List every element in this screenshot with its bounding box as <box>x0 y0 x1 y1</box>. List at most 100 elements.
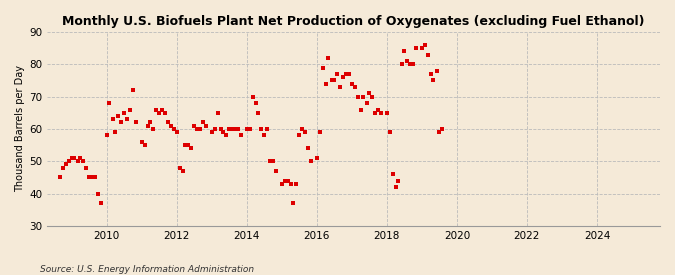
Point <box>78 159 88 163</box>
Point <box>425 72 436 76</box>
Point <box>416 46 427 50</box>
Point <box>81 166 92 170</box>
Point <box>233 127 244 131</box>
Point <box>367 94 377 99</box>
Point <box>402 59 412 63</box>
Point <box>171 130 182 134</box>
Point <box>66 156 77 160</box>
Point <box>192 127 202 131</box>
Point <box>285 182 296 186</box>
Point <box>72 159 83 163</box>
Y-axis label: Thousand Barrels per Day: Thousand Barrels per Day <box>15 65 25 192</box>
Point <box>125 107 136 112</box>
Point <box>344 72 354 76</box>
Point <box>90 175 101 180</box>
Point <box>63 159 74 163</box>
Point <box>323 56 333 60</box>
Point <box>84 175 95 180</box>
Point <box>247 94 258 99</box>
Point <box>431 68 442 73</box>
Point <box>236 133 246 138</box>
Point <box>157 107 167 112</box>
Point <box>178 169 188 173</box>
Point <box>306 159 317 163</box>
Point <box>169 127 180 131</box>
Point <box>399 49 410 54</box>
Point <box>244 127 255 131</box>
Point <box>291 182 302 186</box>
Point <box>326 78 337 82</box>
Point <box>320 81 331 86</box>
Point <box>358 94 369 99</box>
Point <box>128 88 138 92</box>
Point <box>434 130 445 134</box>
Point <box>396 62 407 67</box>
Point <box>311 156 322 160</box>
Point <box>294 133 304 138</box>
Point <box>183 143 194 147</box>
Point <box>375 111 386 115</box>
Point <box>154 111 165 115</box>
Point <box>381 111 392 115</box>
Point <box>230 127 240 131</box>
Point <box>317 65 328 70</box>
Point <box>267 159 278 163</box>
Point <box>55 175 65 180</box>
Point <box>116 120 127 125</box>
Point <box>207 130 217 134</box>
Point <box>200 123 211 128</box>
Point <box>75 156 86 160</box>
Point <box>437 127 448 131</box>
Point <box>329 78 340 82</box>
Point <box>119 111 130 115</box>
Point <box>60 162 71 167</box>
Point <box>227 127 238 131</box>
Point <box>107 117 118 122</box>
Point <box>256 127 267 131</box>
Point <box>151 107 162 112</box>
Point <box>340 72 351 76</box>
Point <box>145 120 156 125</box>
Point <box>297 127 308 131</box>
Point <box>262 127 273 131</box>
Point <box>95 201 106 205</box>
Point <box>282 178 293 183</box>
Point <box>209 127 220 131</box>
Point <box>148 127 159 131</box>
Point <box>160 111 171 115</box>
Point <box>139 143 150 147</box>
Point <box>69 156 80 160</box>
Point <box>276 182 287 186</box>
Point <box>271 169 281 173</box>
Point <box>122 117 132 122</box>
Point <box>92 191 103 196</box>
Point <box>186 146 197 150</box>
Point <box>142 123 153 128</box>
Point <box>393 178 404 183</box>
Point <box>335 85 346 89</box>
Point <box>364 91 375 95</box>
Point <box>408 62 418 67</box>
Point <box>110 130 121 134</box>
Point <box>104 101 115 105</box>
Point <box>174 166 185 170</box>
Point <box>259 133 270 138</box>
Point <box>221 133 232 138</box>
Point <box>213 111 223 115</box>
Point <box>419 43 430 47</box>
Point <box>346 81 357 86</box>
Point <box>331 72 342 76</box>
Point <box>218 130 229 134</box>
Point <box>373 107 383 112</box>
Point <box>224 127 235 131</box>
Point <box>423 52 433 57</box>
Point <box>279 178 290 183</box>
Point <box>163 120 173 125</box>
Point <box>288 201 299 205</box>
Point <box>410 46 421 50</box>
Point <box>113 114 124 118</box>
Point <box>355 107 366 112</box>
Point <box>130 120 141 125</box>
Point <box>405 62 416 67</box>
Point <box>390 185 401 189</box>
